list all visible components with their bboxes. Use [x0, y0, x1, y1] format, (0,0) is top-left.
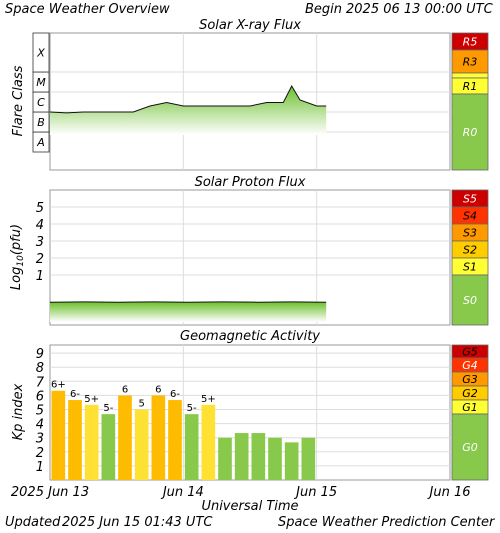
kp-bar	[118, 395, 132, 480]
proton-panel-title: Solar Proton Flux	[194, 175, 306, 190]
kp-bar	[51, 390, 66, 480]
xray-y-axis-label: Flare Class	[11, 65, 26, 136]
x-axis-label: Universal Time	[201, 499, 299, 514]
xray-scale-label: R5	[463, 36, 478, 49]
proton-tick-label: 5	[36, 201, 44, 216]
proton-scale-label: S2	[463, 244, 477, 257]
kp-bar	[251, 433, 266, 480]
kp-bar	[284, 442, 299, 480]
kp-bar-label: 6-	[170, 389, 180, 400]
flare-class-label: M	[36, 76, 46, 89]
kp-tick-label: 6	[36, 389, 44, 404]
kp-bar	[84, 404, 99, 480]
updated-value: 2025 Jun 15 01:43 UTC	[62, 515, 213, 530]
kp-bar-label: 5+	[84, 394, 99, 405]
kp-bar-label: 6-	[70, 389, 80, 400]
proton-scale-label: S3	[463, 227, 477, 240]
xray-scale-band	[451, 93, 489, 171]
proton-tick-label: 1	[36, 269, 44, 284]
kp-bar-label: 5-	[103, 403, 113, 414]
kp-y-axis-label: Kp index	[11, 383, 26, 440]
kp-bar	[234, 433, 249, 480]
geomag-scale-label: G3	[462, 373, 478, 386]
begin-value: 2025 06 13 00:00 UTC	[346, 2, 493, 17]
kp-tick-label: 7	[36, 375, 45, 390]
begin-label: Begin	[305, 2, 343, 17]
geomag-panel-title: Geomagnetic Activity	[180, 329, 320, 344]
kp-bar	[68, 400, 82, 480]
proton-scale-band	[451, 274, 489, 326]
kp-tick-label: 9	[36, 347, 44, 362]
kp-bar	[168, 400, 182, 480]
geomag-scale-label: G5	[462, 346, 478, 359]
geomag-scale-label: G2	[462, 387, 478, 400]
kp-bar-label: 5+	[201, 394, 216, 405]
proton-y-axis-label: Log10(pfu)	[9, 224, 26, 290]
kp-tick-label: 4	[36, 418, 44, 433]
kp-bar	[134, 409, 149, 480]
updated-label: Updated	[5, 515, 61, 530]
x-tick-label: 2025 Jun 13	[11, 485, 89, 500]
geomag-scale-label: G1	[462, 401, 478, 414]
kp-bar-label: 5-	[187, 403, 197, 414]
page-title: Space Weather Overview	[5, 2, 170, 17]
kp-bar-label: 5	[138, 399, 144, 410]
xray-scale-label: R1	[463, 80, 478, 93]
geomag-scale-band	[451, 413, 489, 481]
kp-bar	[151, 395, 166, 480]
kp-bar	[101, 414, 116, 480]
xray-panel-title: Solar X-ray Flux	[199, 18, 301, 33]
kp-tick-label: 5	[36, 404, 44, 419]
x-tick-label: Jun 15	[293, 485, 337, 500]
flare-class-label: X	[36, 47, 45, 60]
proton-tick-label: 4	[36, 218, 44, 233]
flare-class-label: A	[36, 136, 45, 149]
kp-bar	[218, 437, 232, 480]
proton-tick-label: 3	[36, 235, 44, 250]
kp-bar	[268, 437, 282, 480]
kp-bar	[201, 404, 216, 480]
kp-bar-label: 6	[122, 384, 128, 395]
kp-bar-label: 6+	[51, 380, 66, 391]
xray-scale-label: R3	[463, 56, 478, 69]
credit-text: Space Weather Prediction Center	[278, 515, 495, 530]
proton-scale-label: S1	[463, 261, 477, 274]
xray-flux-line	[49, 84, 327, 114]
geomag-scale-label: G4	[462, 359, 478, 372]
flare-class-box	[32, 32, 50, 73]
kp-tick-label: 2	[36, 446, 44, 461]
proton-scale-label: S5	[463, 193, 477, 206]
kp-bar	[184, 414, 199, 480]
xray-scale-band	[451, 72, 489, 79]
geomag-scale-label: G0	[462, 441, 478, 454]
x-tick-label: Jun 14	[160, 485, 204, 500]
kp-tick-label: 8	[36, 361, 44, 376]
flare-class-label: C	[37, 96, 45, 109]
plot-frame-0	[49, 32, 451, 171]
kp-tick-label: 3	[36, 432, 44, 447]
proton-tick-label: 2	[36, 252, 44, 267]
kp-tick-label: 1	[36, 460, 44, 475]
proton-scale-label: S0	[463, 294, 477, 307]
proton-scale-label: S4	[463, 210, 477, 223]
xray-flux-area	[50, 86, 327, 135]
kp-bar-label: 6	[155, 384, 161, 395]
proton-flux-area	[50, 301, 327, 322]
x-tick-label: Jun 16	[427, 485, 471, 500]
xray-scale-label: R0	[463, 126, 478, 139]
kp-bar	[301, 437, 316, 480]
flare-class-label: B	[37, 116, 45, 129]
